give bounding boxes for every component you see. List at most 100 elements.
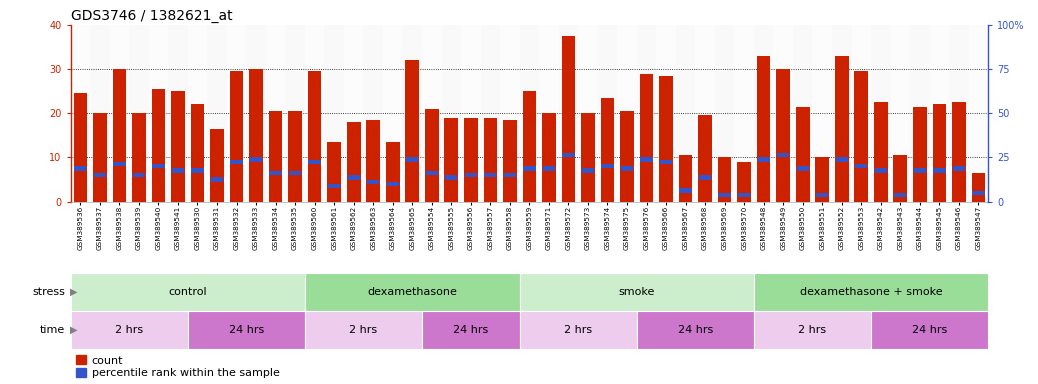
Bar (699, 175, 711, 180)
Bar (973, 190, 985, 195)
Bar (422, 25, 441, 202)
Bar (715, 25, 734, 202)
Bar (816, 193, 828, 197)
Text: 24 hrs: 24 hrs (228, 325, 264, 335)
Bar (503, 173, 516, 177)
Bar (543, 166, 555, 171)
Bar (113, 162, 126, 166)
Bar (773, 25, 793, 202)
Bar (758, 157, 770, 162)
Bar (444, 118, 458, 202)
Bar (445, 175, 458, 180)
Text: 24 hrs: 24 hrs (454, 325, 489, 335)
Text: dexamethasone: dexamethasone (367, 287, 457, 297)
Bar (461, 25, 481, 202)
Bar (718, 157, 732, 202)
Bar (406, 60, 419, 202)
Bar (737, 162, 750, 202)
Bar (403, 25, 422, 202)
Text: stress: stress (32, 287, 65, 297)
Bar (308, 71, 322, 202)
Bar (968, 25, 988, 202)
Bar (327, 142, 340, 202)
Bar (854, 71, 868, 202)
Bar (855, 164, 868, 169)
Bar (875, 169, 886, 173)
Bar (129, 25, 148, 202)
Bar (484, 118, 497, 202)
Bar (132, 113, 145, 202)
Bar (754, 311, 871, 349)
Bar (639, 73, 653, 202)
Text: 2 hrs: 2 hrs (115, 325, 143, 335)
Bar (441, 25, 461, 202)
Bar (406, 157, 418, 162)
Bar (520, 273, 754, 311)
Bar (621, 166, 633, 171)
Bar (211, 177, 223, 182)
Bar (539, 25, 558, 202)
Bar (168, 25, 188, 202)
Bar (465, 173, 476, 177)
Bar (386, 142, 400, 202)
Bar (796, 166, 809, 171)
Bar (695, 25, 715, 202)
Text: control: control (168, 287, 207, 297)
Bar (542, 113, 555, 202)
Bar (230, 160, 243, 164)
Bar (269, 111, 282, 202)
Bar (246, 25, 266, 202)
Bar (484, 173, 496, 177)
Bar (582, 169, 594, 173)
Text: 24 hrs: 24 hrs (912, 325, 948, 335)
Bar (422, 311, 520, 349)
Bar (562, 36, 575, 202)
Bar (796, 107, 810, 202)
Bar (191, 104, 204, 202)
Bar (578, 25, 598, 202)
Bar (930, 25, 949, 202)
Bar (229, 71, 243, 202)
Text: time: time (40, 325, 65, 335)
Bar (191, 169, 203, 173)
Text: dexamethasone + smoke: dexamethasone + smoke (799, 287, 943, 297)
Text: 2 hrs: 2 hrs (798, 325, 826, 335)
Bar (851, 25, 871, 202)
Bar (894, 155, 907, 202)
Bar (425, 109, 439, 202)
Bar (932, 104, 947, 202)
Bar (226, 25, 246, 202)
Bar (836, 157, 848, 162)
Bar (913, 107, 927, 202)
Bar (520, 311, 636, 349)
Bar (153, 164, 165, 169)
Bar (894, 193, 906, 197)
Bar (328, 184, 340, 189)
Bar (148, 25, 168, 202)
Bar (949, 25, 968, 202)
Bar (305, 25, 325, 202)
Text: ▶: ▶ (70, 325, 77, 335)
Bar (618, 25, 636, 202)
Bar (738, 193, 750, 197)
Text: 24 hrs: 24 hrs (678, 325, 713, 335)
Bar (188, 311, 305, 349)
Bar (481, 25, 500, 202)
Bar (188, 25, 208, 202)
Bar (816, 157, 829, 202)
Bar (754, 273, 988, 311)
Bar (383, 25, 403, 202)
Bar (581, 113, 595, 202)
Bar (910, 25, 930, 202)
Bar (813, 25, 832, 202)
Legend: count, percentile rank within the sample: count, percentile rank within the sample (76, 356, 279, 379)
Text: ▶: ▶ (70, 287, 77, 297)
Bar (601, 164, 613, 169)
Bar (891, 25, 910, 202)
Bar (308, 160, 321, 164)
Bar (344, 25, 363, 202)
Bar (305, 311, 422, 349)
Bar (171, 91, 185, 202)
Bar (874, 102, 887, 202)
Bar (386, 182, 399, 186)
